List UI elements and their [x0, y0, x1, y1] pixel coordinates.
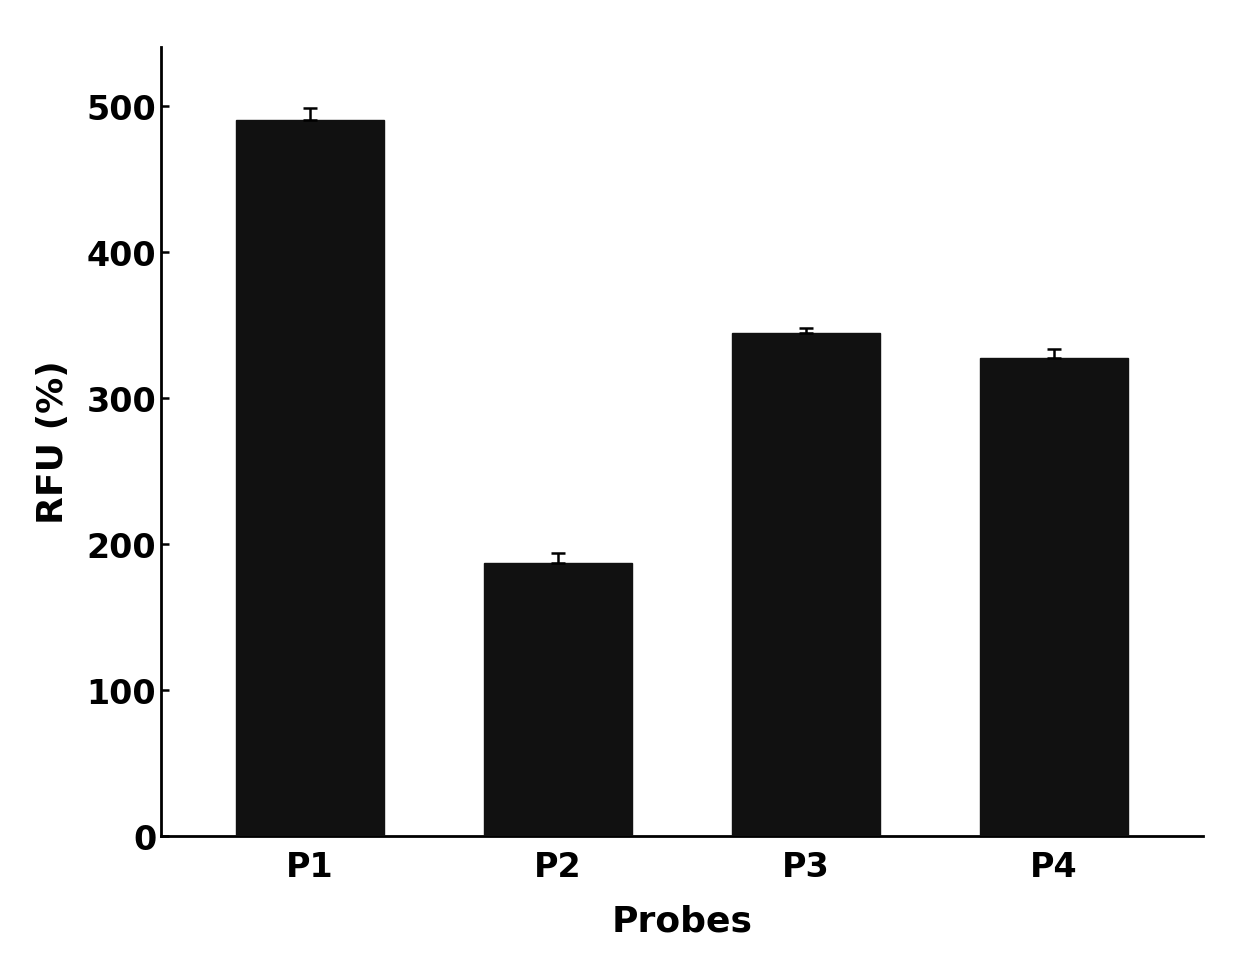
Bar	[980, 358, 1128, 836]
Bar	[484, 563, 632, 836]
Bar	[732, 334, 880, 836]
X-axis label: Probes: Probes	[611, 903, 753, 938]
Y-axis label: RFU (%): RFU (%)	[36, 360, 69, 524]
Bar	[236, 121, 384, 836]
